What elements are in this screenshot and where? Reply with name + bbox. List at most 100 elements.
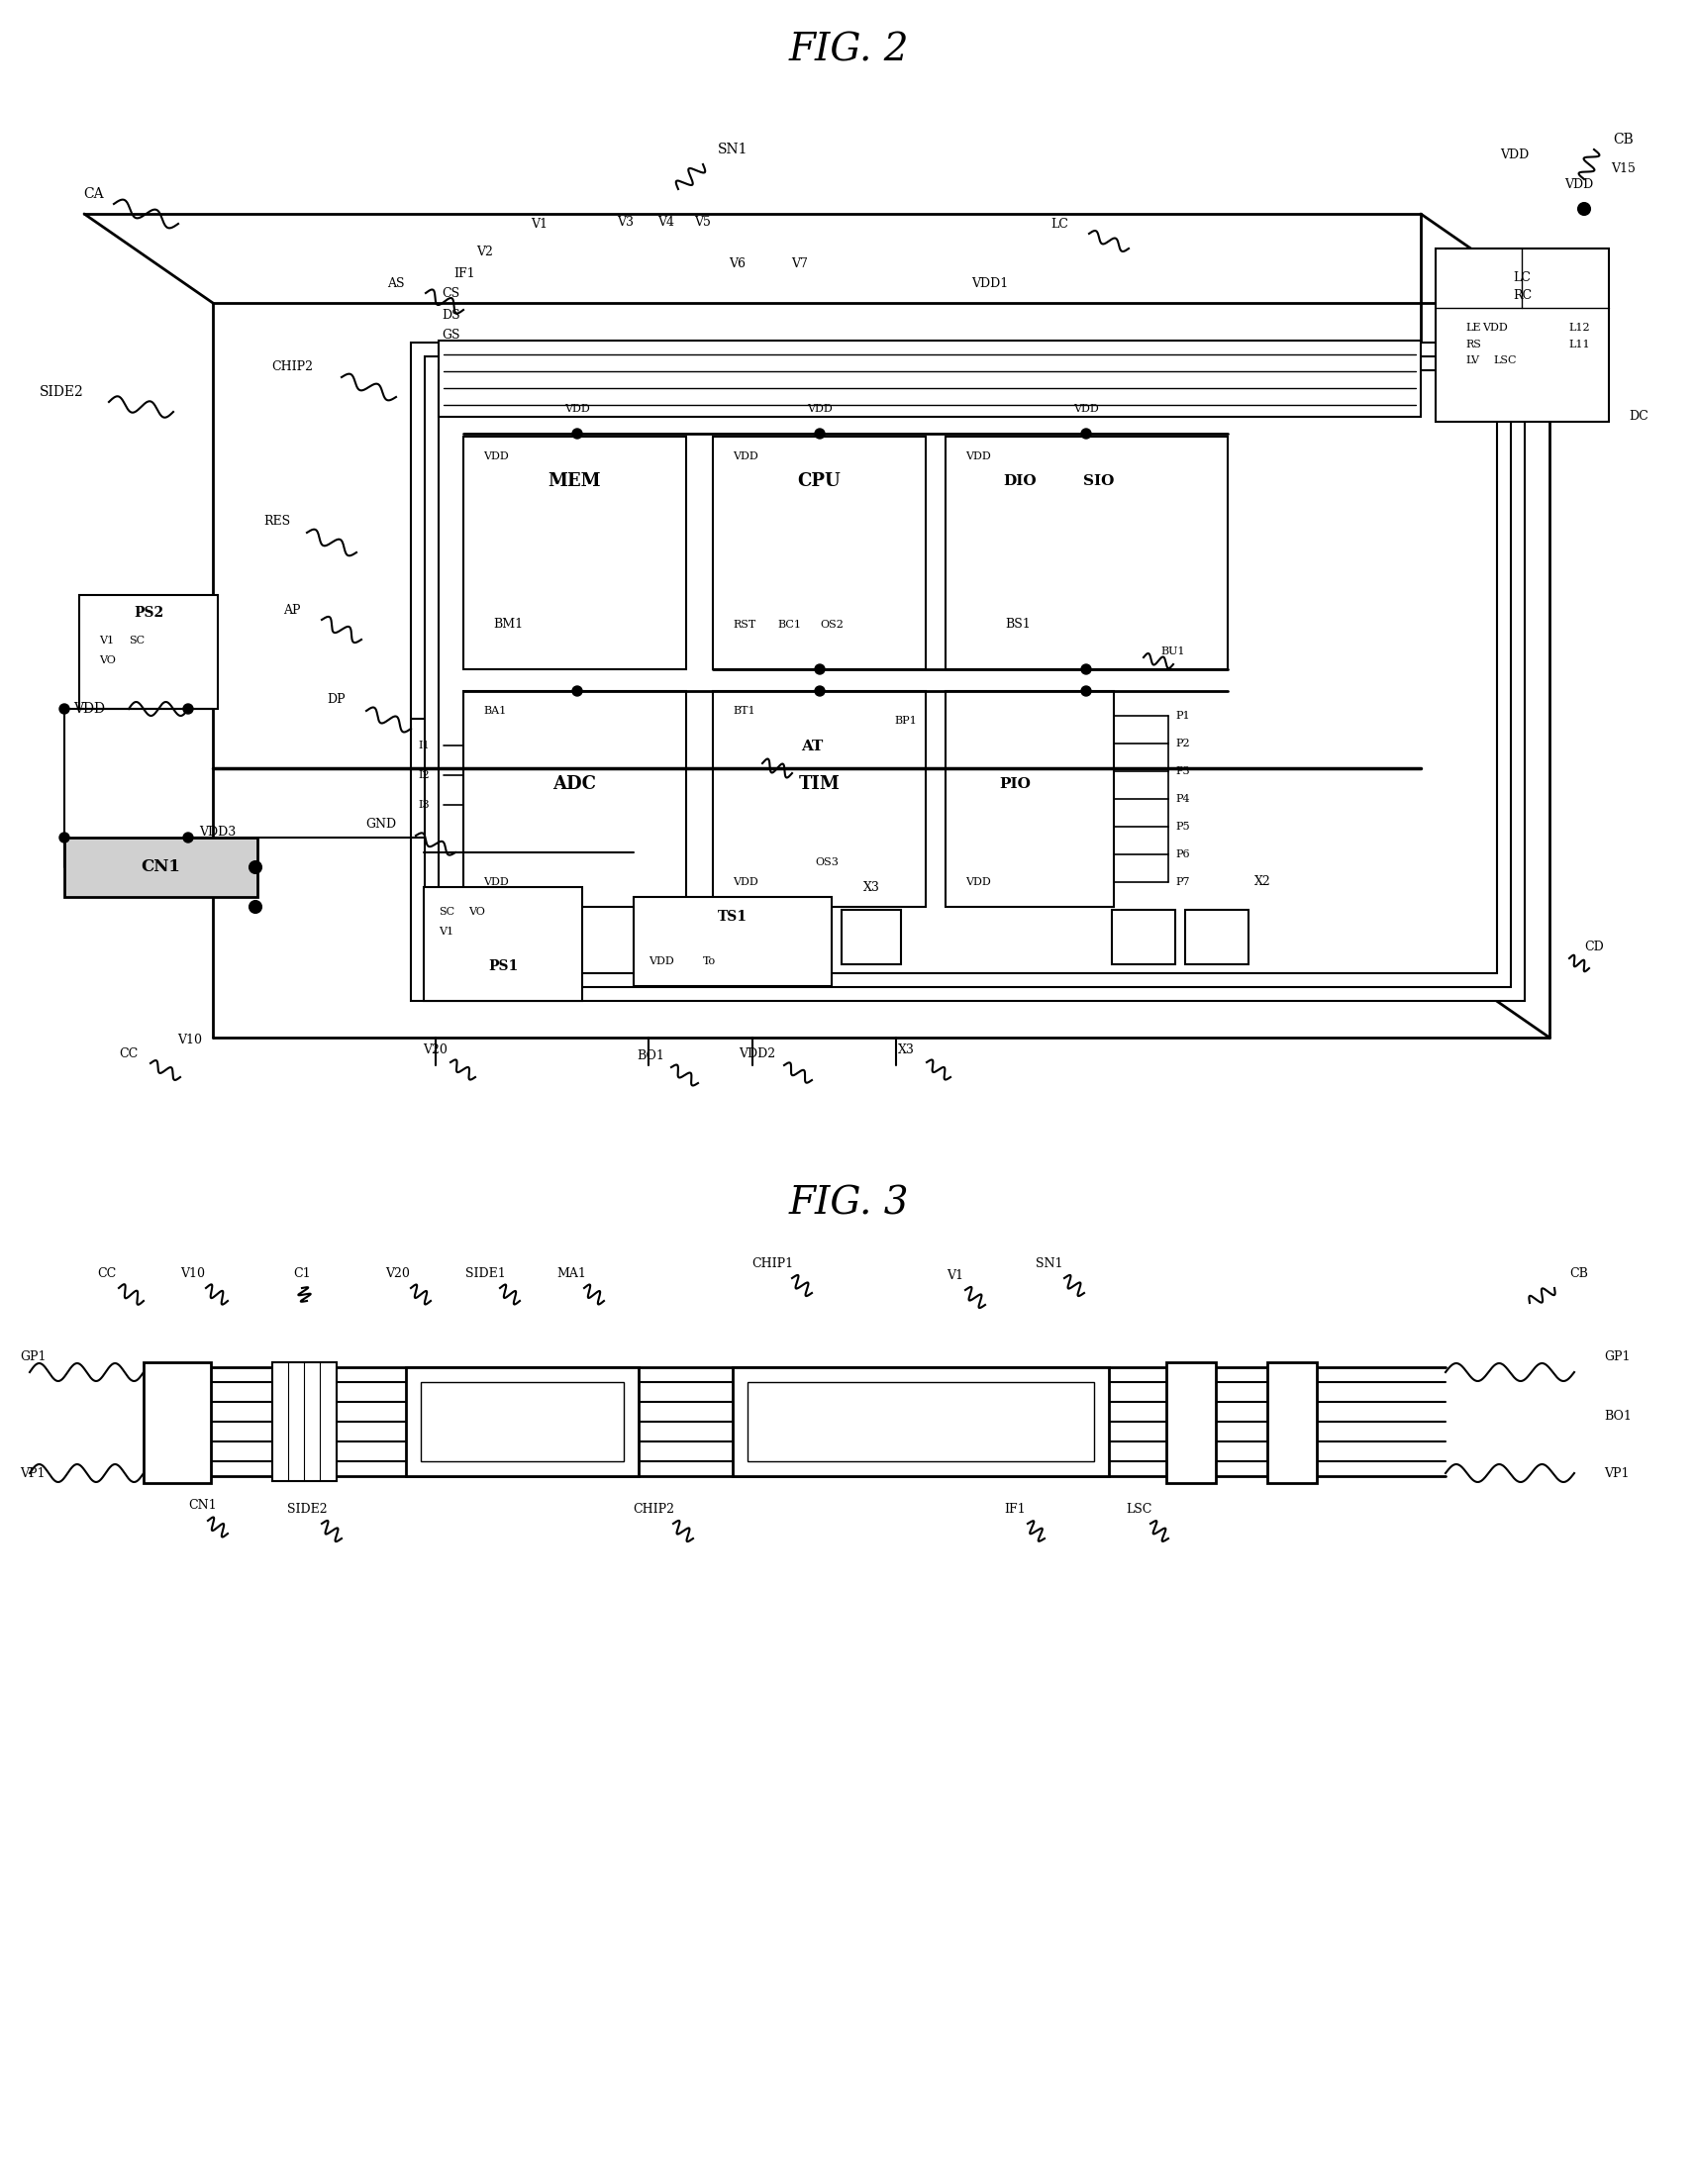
Bar [64, 836, 258, 898]
Text: VDD: VDD [1073, 404, 1098, 413]
Text: DS: DS [441, 308, 460, 321]
Circle shape [183, 832, 193, 843]
Text: GP1: GP1 [1604, 1352, 1629, 1363]
Text: RES: RES [263, 513, 290, 526]
Text: L11: L11 [1568, 339, 1588, 349]
Text: V4: V4 [657, 216, 674, 227]
Text: SN1: SN1 [718, 142, 747, 157]
Text: CC: CC [97, 1267, 117, 1280]
Text: CHIP2: CHIP2 [272, 360, 312, 373]
Text: X2: X2 [1254, 876, 1269, 889]
Text: VDD: VDD [966, 878, 991, 887]
Text: VDD: VDD [484, 878, 509, 887]
Text: VDD: VDD [563, 404, 589, 413]
Bar [421, 1382, 623, 1461]
Text: SC: SC [129, 636, 144, 644]
Text: C1: C1 [294, 1267, 311, 1280]
Text: I2: I2 [417, 771, 429, 780]
Text: V20: V20 [385, 1267, 411, 1280]
Text: V20: V20 [423, 1044, 448, 1057]
Text: VO: VO [98, 655, 115, 664]
Text: CHIP2: CHIP2 [633, 1503, 674, 1516]
Bar [713, 690, 925, 906]
Bar [713, 437, 925, 668]
Text: CC: CC [119, 1046, 137, 1059]
Text: BO1: BO1 [1604, 1411, 1631, 1424]
Text: VDD: VDD [731, 878, 759, 887]
Text: LV: LV [1465, 356, 1478, 365]
Bar [1166, 1363, 1215, 1483]
Bar [438, 371, 1497, 974]
Text: RS: RS [1465, 339, 1480, 349]
Text: CD: CD [1583, 939, 1604, 952]
Text: CN1: CN1 [188, 1500, 217, 1511]
Text: AS: AS [387, 277, 404, 290]
Text: VDD3: VDD3 [199, 826, 236, 839]
Text: VDD: VDD [806, 404, 832, 413]
Text: PIO: PIO [998, 778, 1030, 791]
Bar [272, 1363, 336, 1481]
Bar [463, 690, 686, 906]
Text: LC: LC [1050, 218, 1067, 229]
Text: IF1: IF1 [453, 266, 475, 280]
Text: GS: GS [441, 330, 460, 343]
Text: DIO: DIO [1003, 474, 1035, 487]
Text: AP: AP [283, 603, 300, 616]
Bar [945, 690, 1113, 906]
Text: TS1: TS1 [718, 911, 747, 924]
Text: MEM: MEM [548, 472, 601, 489]
Text: BP1: BP1 [894, 716, 916, 725]
Bar [1112, 911, 1174, 965]
Text: V3: V3 [618, 216, 633, 227]
Text: RST: RST [731, 620, 755, 629]
Circle shape [249, 860, 261, 874]
Text: VP1: VP1 [20, 1468, 46, 1479]
Text: DP: DP [328, 692, 346, 705]
Bar [80, 594, 217, 710]
Text: RC: RC [1512, 290, 1531, 301]
Bar [438, 341, 1420, 417]
Text: CN1: CN1 [141, 858, 180, 876]
Text: CA: CA [83, 188, 104, 201]
Text: VDD: VDD [73, 701, 105, 716]
Text: V7: V7 [791, 258, 808, 271]
Bar [1266, 1363, 1317, 1483]
Text: OS3: OS3 [815, 858, 838, 867]
Text: V1: V1 [947, 1269, 964, 1282]
Text: SIDE2: SIDE2 [287, 1503, 328, 1516]
Text: VP1: VP1 [1604, 1468, 1627, 1479]
Circle shape [1081, 428, 1091, 439]
Text: X3: X3 [862, 880, 879, 893]
Text: FIG. 3: FIG. 3 [787, 1186, 908, 1223]
Text: IF1: IF1 [1003, 1503, 1025, 1516]
Bar [1185, 911, 1247, 965]
Text: SIO: SIO [1083, 474, 1113, 487]
Text: LSC: LSC [1492, 356, 1515, 365]
Text: X3: X3 [898, 1044, 913, 1057]
Circle shape [59, 832, 70, 843]
Text: SIDE2: SIDE2 [39, 384, 83, 400]
Text: BC1: BC1 [777, 620, 801, 629]
Circle shape [183, 703, 193, 714]
Text: TIM: TIM [798, 775, 840, 793]
Text: SN1: SN1 [1035, 1256, 1062, 1269]
Text: LC: LC [1512, 271, 1531, 284]
Text: VDD: VDD [648, 957, 674, 965]
Text: P6: P6 [1176, 850, 1190, 858]
Text: BT1: BT1 [731, 705, 755, 716]
Circle shape [572, 686, 582, 697]
Text: BO1: BO1 [636, 1048, 664, 1061]
Bar [424, 356, 1510, 987]
Text: V2: V2 [477, 245, 494, 258]
Text: VDD2: VDD2 [738, 1046, 776, 1059]
Circle shape [59, 703, 70, 714]
Text: BA1: BA1 [484, 705, 506, 716]
Text: VDD: VDD [731, 452, 759, 461]
Bar [731, 1367, 1108, 1476]
Text: P2: P2 [1176, 738, 1190, 749]
Text: V15: V15 [1610, 164, 1636, 175]
Text: L12: L12 [1568, 323, 1588, 332]
Bar [842, 911, 901, 965]
Text: VDD: VDD [1565, 177, 1593, 190]
Bar [747, 1382, 1093, 1461]
